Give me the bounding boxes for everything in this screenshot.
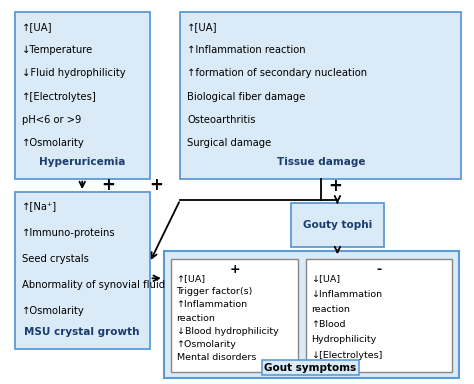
Text: ↓Fluid hydrophilicity: ↓Fluid hydrophilicity [22,68,126,78]
Text: ↑[UA]: ↑[UA] [187,22,218,32]
Text: ↑[Electrolytes]: ↑[Electrolytes] [22,91,97,101]
Text: ↑Blood: ↑Blood [311,320,346,329]
Text: Gouty tophi: Gouty tophi [303,220,372,230]
FancyBboxPatch shape [171,259,299,372]
Text: Mental disorders: Mental disorders [176,353,256,362]
Text: Abnormality of synovial fluid: Abnormality of synovial fluid [22,280,165,290]
Text: reaction: reaction [176,314,215,323]
Text: +: + [328,177,342,195]
Text: Osteoarthritis: Osteoarthritis [187,115,256,125]
FancyBboxPatch shape [306,259,452,372]
Text: ↑Inflammation: ↑Inflammation [176,301,247,310]
FancyBboxPatch shape [180,12,462,179]
Text: ↓Temperature: ↓Temperature [22,45,93,55]
Text: ↑[Na⁺]: ↑[Na⁺] [22,202,57,212]
Text: +: + [150,176,164,194]
Text: Trigger factor(s): Trigger factor(s) [176,287,253,296]
Text: ↓[Electrolytes]: ↓[Electrolytes] [311,351,383,360]
FancyBboxPatch shape [15,192,150,349]
Text: ↓[UA]: ↓[UA] [311,274,340,283]
FancyBboxPatch shape [292,204,383,247]
Text: MSU crystal growth: MSU crystal growth [25,328,140,338]
Text: Seed crystals: Seed crystals [22,253,89,263]
Text: ↑Immuno-proteins: ↑Immuno-proteins [22,228,116,238]
Text: Hydrophilicity: Hydrophilicity [311,336,376,344]
Text: Tissue damage: Tissue damage [277,157,365,167]
Text: Gout symptoms: Gout symptoms [264,362,356,372]
Text: ↑Osmolarity: ↑Osmolarity [22,138,85,148]
Text: ↑Osmolarity: ↑Osmolarity [176,340,237,349]
Text: +: + [229,263,240,276]
Text: ↑Inflammation reaction: ↑Inflammation reaction [187,45,306,55]
Text: ↓Blood hydrophilicity: ↓Blood hydrophilicity [176,327,278,336]
Text: Biological fiber damage: Biological fiber damage [187,91,306,101]
Text: Hyperuricemia: Hyperuricemia [39,157,126,167]
Text: ↑[UA]: ↑[UA] [176,274,206,283]
Text: ↑Osmolarity: ↑Osmolarity [22,306,85,316]
Text: reaction: reaction [311,305,350,314]
Text: Surgical damage: Surgical damage [187,138,272,148]
FancyBboxPatch shape [15,12,150,179]
FancyBboxPatch shape [164,251,459,377]
Text: ↑[UA]: ↑[UA] [22,22,53,32]
Text: -: - [376,263,382,276]
Text: pH<6 or >9: pH<6 or >9 [22,115,82,125]
Text: ↑formation of secondary nucleation: ↑formation of secondary nucleation [187,68,367,78]
Text: ↓Inflammation: ↓Inflammation [311,290,383,299]
Text: +: + [101,176,115,194]
